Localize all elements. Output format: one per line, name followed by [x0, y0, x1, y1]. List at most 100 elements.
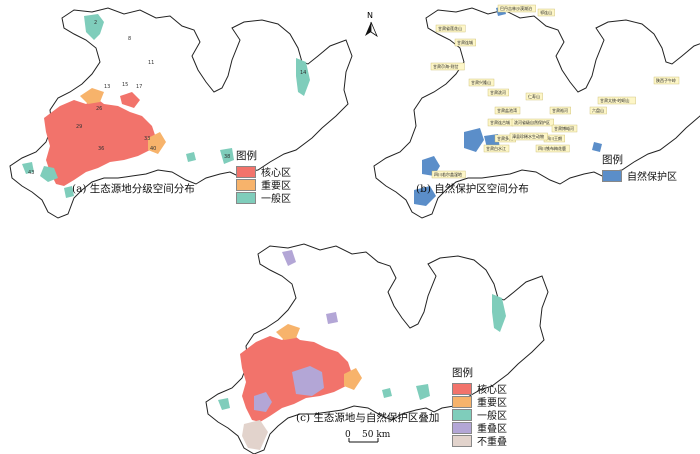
reserve-label: 甘肃太统-崆峒山	[600, 97, 629, 103]
legend-label: 重要区	[477, 398, 507, 409]
important-zone-c	[276, 324, 362, 390]
legend-label: 核心区	[261, 168, 291, 179]
legend-a: 图例 核心区重要区一般区	[236, 148, 291, 205]
reserve-label-box	[589, 106, 607, 115]
legend-swatch	[236, 191, 256, 204]
reserve-label: 甘肃裕河	[552, 107, 568, 113]
reserve-label: 甘肃连古城	[490, 119, 510, 125]
legend-swatch	[236, 165, 256, 178]
legend-swatch	[452, 434, 472, 447]
reserve-label: 甘肃博峪河	[554, 125, 574, 131]
caption-b: (b) 自然保护区空间分布	[416, 183, 529, 195]
svg-text:14: 14	[300, 70, 306, 76]
scale-zero-label: 0	[345, 430, 351, 440]
reserve-label: 甘肃盐池湾	[497, 107, 517, 113]
legend-a-item: 核心区	[236, 165, 291, 179]
svg-text:43: 43	[28, 170, 34, 176]
legend-label: 不重叠	[477, 437, 507, 448]
non-overlap-zone-c	[242, 420, 268, 450]
svg-text:38: 38	[224, 154, 230, 160]
core-zone-a	[44, 98, 156, 186]
reserve-label-box	[509, 132, 548, 141]
reserve-label-box	[653, 76, 680, 85]
legend-c-item: 重叠区	[452, 421, 507, 435]
core-zone-a-2	[120, 92, 140, 108]
panel-c-map	[205, 243, 549, 454]
legend-b-item: 自然保护区	[602, 169, 677, 183]
reserve-label: 仁寿山	[528, 93, 540, 99]
reserve-label-box	[549, 106, 571, 115]
legend-label: 一般区	[261, 194, 291, 205]
reserve-label-box	[497, 4, 536, 13]
legend-label: 重叠区	[477, 424, 507, 435]
panel-a-map: 2 8 11 13 15 17 14 26 29 36 33 40 43 38	[9, 7, 353, 219]
legend-swatch	[602, 169, 622, 182]
legend-label: 核心区	[477, 385, 507, 396]
reserve-label-box	[511, 118, 554, 127]
reserve-label-box	[487, 88, 509, 97]
reserve-label: 四川若尔盖湿地	[434, 171, 462, 177]
legend-c-item: 核心区	[452, 382, 507, 396]
reserve-label-box	[597, 96, 636, 105]
reserve-label-box	[435, 24, 466, 33]
legend-b-title: 图例	[602, 154, 623, 166]
reserve-label-box	[551, 124, 578, 133]
reserve-label: 洮河省级自然保护区	[514, 119, 550, 125]
legend-c-item: 重要区	[452, 395, 507, 409]
reserve-label: 甘肃洮河	[490, 89, 506, 95]
svg-text:33: 33	[144, 136, 150, 142]
svg-text:26: 26	[96, 106, 102, 112]
reserve-label-box	[535, 144, 570, 153]
reserve-label-box	[431, 170, 466, 179]
caption-c: (c) 生态源地与自然保护区叠加	[296, 412, 440, 424]
north-arrow-label: N	[367, 11, 373, 20]
north-arrow	[365, 21, 378, 38]
svg-text:17: 17	[136, 84, 142, 90]
scale-value-label: 50 km	[362, 430, 391, 440]
legend-swatch	[236, 178, 256, 191]
svg-text:8: 8	[128, 36, 131, 42]
legend-c-item: 不重叠	[452, 434, 507, 448]
reserve-label: 甘肃尕海-则岔	[433, 63, 458, 69]
legend-label: 自然保护区	[627, 172, 677, 183]
reserve-label: 四川王朗	[546, 135, 562, 141]
legend-a-item: 一般区	[236, 191, 291, 205]
svg-text:2: 2	[94, 20, 97, 26]
legend-b: 图例 自然保护区	[602, 152, 677, 183]
scale-bar	[348, 438, 379, 443]
svg-text:13: 13	[104, 84, 110, 90]
reserve-label: 甘肃省莲花山	[438, 25, 462, 31]
reserve-label-box	[494, 106, 521, 115]
svg-text:11: 11	[148, 60, 154, 66]
reserve-label: 祁连山	[540, 9, 552, 15]
reserve-label: 甘肃兴隆山	[471, 79, 491, 85]
svg-text:36: 36	[98, 146, 104, 152]
legend-swatch	[452, 382, 472, 395]
overlap-zone-c	[254, 250, 338, 412]
svg-text:15: 15	[122, 82, 128, 88]
legend-c: 图例 核心区重要区 一般区重叠区不重叠	[452, 365, 507, 448]
reserve-label: 甘肃白水江	[486, 145, 506, 151]
reserve-label-box	[537, 8, 555, 17]
svg-text:29: 29	[76, 124, 82, 130]
legend-label: 重要区	[261, 181, 291, 192]
legend-swatch	[452, 395, 472, 408]
reserve-label: 甘肃多儿	[497, 135, 513, 141]
important-zone-a	[80, 88, 166, 154]
reserve-label: 甘肃连城	[457, 39, 473, 45]
reserve-label-box	[525, 92, 543, 101]
reserve-label-box	[430, 62, 465, 71]
legend-c-item: 一般区	[452, 408, 507, 422]
reserve-label-box	[483, 144, 510, 153]
legend-a-title: 图例	[236, 150, 257, 162]
reserve-label-box	[454, 38, 476, 47]
reserve-label: 陕西子午岭	[656, 77, 676, 83]
caption-a: (a) 生态源地分级空间分布	[72, 183, 195, 195]
general-zone-a	[22, 14, 310, 198]
reserve-label: 六盘山	[592, 107, 604, 113]
svg-text:40: 40	[150, 146, 156, 152]
legend-c-title: 图例	[452, 367, 473, 379]
